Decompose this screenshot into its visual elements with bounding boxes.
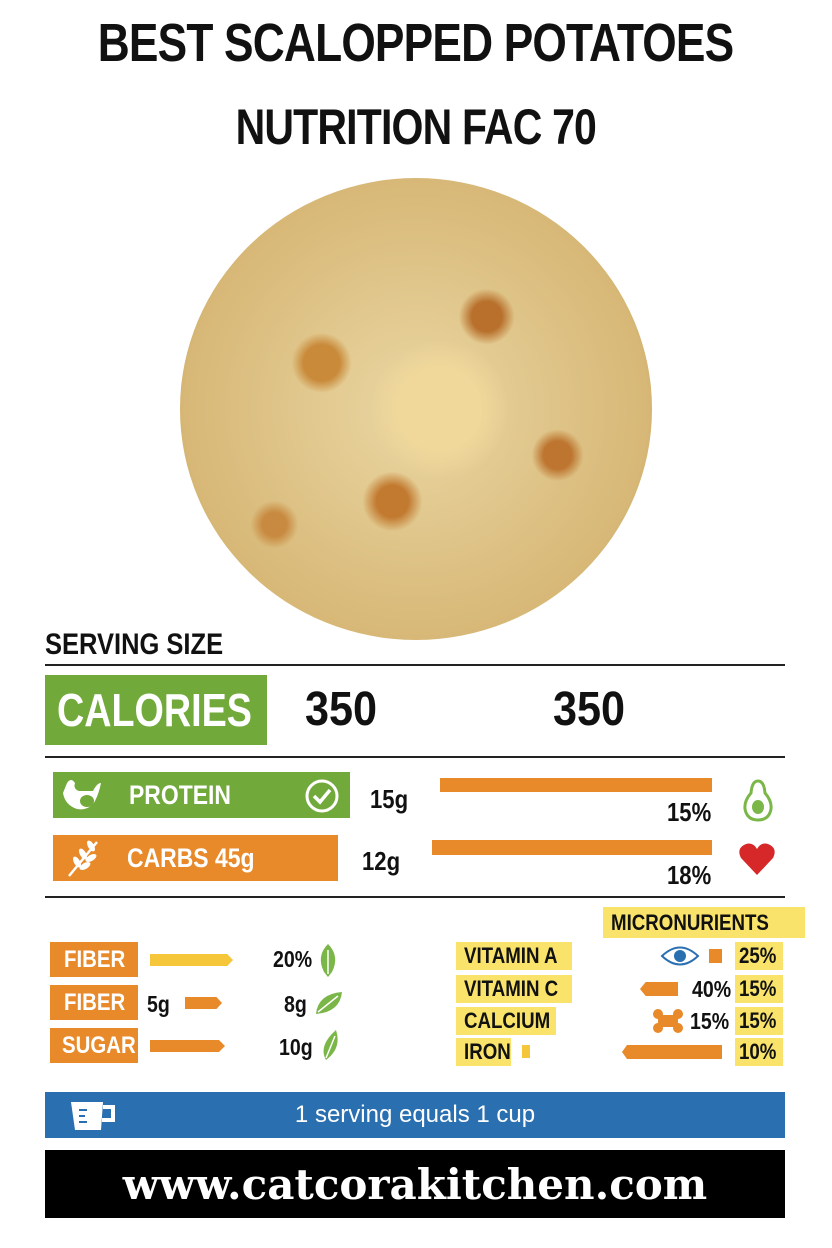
check-circle-icon	[305, 779, 339, 813]
sugar-label: SUGAR	[50, 1028, 138, 1063]
calories-value: 350	[305, 683, 378, 736]
leaf-icon	[316, 992, 342, 1014]
sugar-bar	[150, 1040, 225, 1052]
title-line1: BEST SCALOPPED POTATOES	[98, 13, 734, 73]
protein-amount: 15g	[370, 784, 409, 814]
protein-label: PROTEIN	[129, 779, 232, 810]
calcium-mid: 15%	[690, 1008, 730, 1034]
wheat-icon	[68, 840, 98, 877]
sugar-value: 10g	[279, 1034, 313, 1060]
divider	[45, 896, 785, 898]
protein-row: PROTEIN	[53, 772, 350, 818]
carbs-bar	[432, 840, 712, 855]
website-banner: www.catcorakitchen.com	[45, 1150, 785, 1218]
iron-value: 10%	[735, 1038, 783, 1066]
fiber-label-2: FIBER	[50, 985, 138, 1020]
leaf-icon	[323, 1030, 338, 1060]
fiber-label: FIBER	[50, 942, 138, 977]
calcium-value: 15%	[735, 1007, 783, 1035]
vitamin-c-bar	[640, 982, 678, 996]
heart-icon	[739, 843, 775, 875]
divider	[45, 756, 785, 758]
vitamin-c-label: VITAMIN C	[456, 975, 572, 1003]
fiber-amount: 5g	[147, 991, 170, 1017]
measuring-cup-icon	[71, 1102, 115, 1130]
carbs-amount: 12g	[362, 846, 401, 876]
serving-note-banner: 1 serving equals 1 cup	[45, 1092, 785, 1138]
fiber-bar-2	[185, 997, 222, 1009]
micronutrients-title: MICRONURIENTS	[603, 907, 805, 938]
fiber-value: 20%	[273, 946, 313, 972]
fiber-bar	[150, 954, 233, 966]
vitamin-c-value: 15%	[735, 975, 783, 1003]
protein-percent: 15%	[667, 797, 712, 827]
title-line2: NUTRITION FAC 70	[235, 99, 597, 155]
protein-bar	[440, 778, 712, 792]
calories-value-2: 350	[553, 683, 626, 736]
carbs-row: CARBS 45g	[53, 835, 338, 881]
vitamin-c-mid: 40%	[692, 976, 732, 1002]
bone-icon	[653, 1009, 683, 1033]
vitamin-a-label: VITAMIN A	[456, 942, 572, 970]
vitamin-a-value: 25%	[735, 942, 783, 970]
calories-label: CALORIES	[45, 675, 267, 745]
iron-label: IRON	[456, 1038, 511, 1066]
carbs-percent: 18%	[667, 860, 712, 890]
iron-bar-small	[522, 1045, 530, 1058]
serving-size-label: SERVING SIZE	[45, 628, 224, 661]
fiber-value-2: 8g	[284, 991, 307, 1017]
avocado-icon	[743, 779, 773, 822]
chicken-icon	[63, 780, 101, 810]
divider	[45, 664, 785, 666]
serving-note: 1 serving equals 1 cup	[294, 1101, 536, 1128]
calcium-label: CALCIUM	[456, 1007, 556, 1035]
eye-icon	[660, 946, 700, 966]
vitamin-a-bar	[709, 949, 722, 963]
iron-bar	[622, 1045, 722, 1059]
website-url[interactable]: www.catcorakitchen.com	[122, 1159, 708, 1209]
leaf-icon	[320, 944, 336, 977]
food-photo	[180, 178, 652, 640]
carbs-label: CARBS 45g	[127, 842, 255, 873]
